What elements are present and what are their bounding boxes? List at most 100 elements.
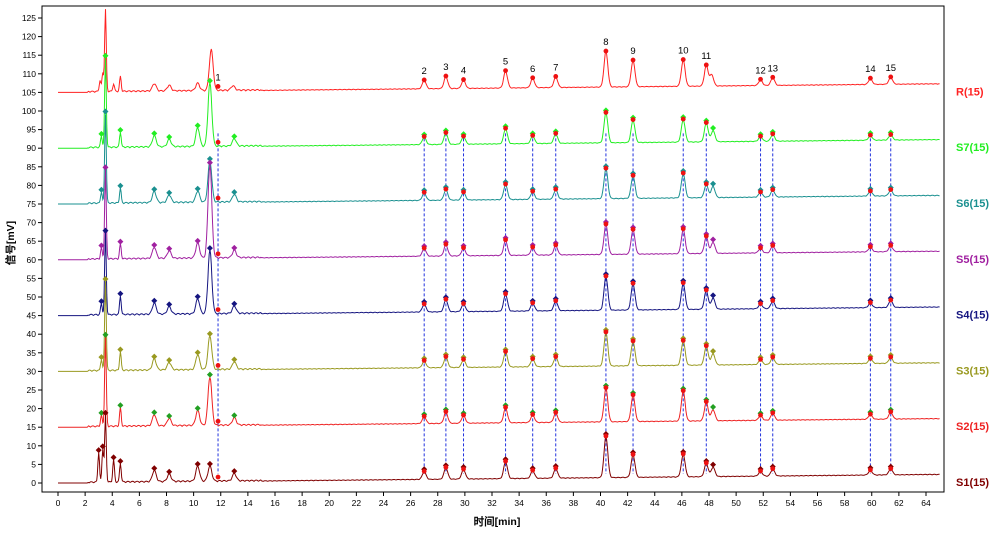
aligned-peak-dot (553, 298, 558, 303)
aligned-peak-dot (503, 68, 508, 73)
x-tick-label: 30 (460, 498, 470, 508)
aligned-peak-dot (758, 469, 763, 474)
aligned-peak-dot (461, 134, 466, 139)
x-tick-label: 14 (243, 498, 253, 508)
y-tick-label: 15 (27, 422, 37, 432)
axes: 0246810121416182022242628303234363840424… (22, 6, 944, 508)
peak-number-label: 2 (422, 66, 427, 77)
peak-marker (195, 349, 201, 355)
aligned-peak-dot (868, 412, 873, 417)
peak-marker (710, 181, 716, 187)
y-tick-label: 10 (27, 441, 37, 451)
peak-marker (111, 454, 117, 460)
aligned-peak-dot (681, 57, 686, 62)
aligned-peak-dot (704, 234, 709, 239)
aligned-peak-dot (503, 182, 508, 187)
trace-s315 (58, 282, 940, 372)
trace-s415 (58, 232, 940, 315)
aligned-peak-dot (553, 131, 558, 136)
peak-marker (710, 404, 716, 410)
peak-marker (151, 409, 157, 415)
peak-marker (207, 245, 213, 251)
peak-marker (166, 469, 172, 475)
aligned-peak-dot (443, 465, 448, 470)
x-tick-label: 62 (894, 498, 904, 508)
y-tick-label: 125 (22, 13, 36, 23)
trace-s615 (58, 115, 940, 205)
peak-number-label: 7 (553, 62, 558, 73)
y-tick-label: 35 (27, 348, 37, 358)
aligned-peak-dot (681, 171, 686, 176)
x-tick-label: 34 (514, 498, 524, 508)
aligned-peak-dot (216, 363, 221, 368)
aligned-peak-dot (461, 245, 466, 250)
aligned-peak-dot (888, 74, 893, 79)
peak-marker (166, 357, 172, 363)
peak-number-label: 3 (443, 62, 448, 73)
aligned-peak-dot (216, 84, 221, 89)
aligned-peak-dot (770, 75, 775, 80)
peak-marker (117, 291, 123, 297)
x-axis-label: 时间[min] (474, 515, 521, 528)
x-tick-label: 20 (325, 498, 335, 508)
aligned-peak-dot (704, 182, 709, 187)
y-tick-label: 55 (27, 273, 37, 283)
trace-s215 (58, 337, 940, 427)
aligned-peak-dot (553, 187, 558, 192)
aligned-peak-dot (758, 245, 763, 250)
aligned-peak-dot (422, 301, 427, 306)
peak-marker (102, 228, 108, 234)
peak-number-label: 14 (865, 64, 876, 75)
x-tick-label: 2 (83, 498, 88, 508)
y-axis-label: 信号[mV] (4, 221, 17, 265)
aligned-peak-dot (530, 189, 535, 194)
aligned-peak-dot (422, 134, 427, 139)
y-tick-label: 70 (27, 218, 37, 228)
peak-marker (117, 402, 123, 408)
aligned-peak-dot (443, 354, 448, 359)
aligned-peak-dot (604, 110, 609, 115)
aligned-peak-dot (530, 245, 535, 250)
aligned-peak-dot (770, 131, 775, 136)
aligned-peak-dot (443, 297, 448, 302)
x-tick-label: 32 (487, 498, 497, 508)
aligned-peak-dot (868, 244, 873, 249)
aligned-peak-dot (503, 405, 508, 410)
aligned-peak-dot (888, 132, 893, 137)
aligned-peak-dot (553, 74, 558, 79)
plot-frame (42, 6, 944, 492)
x-tick-label: 44 (650, 498, 660, 508)
x-tick-label: 12 (216, 498, 226, 508)
aligned-peak-dot (604, 166, 609, 171)
aligned-peak-dot (758, 77, 763, 82)
aligned-peak-dot (443, 130, 448, 135)
y-tick-label: 90 (27, 143, 37, 153)
series-label: S6(15) (956, 198, 989, 210)
x-tick-label: 36 (542, 498, 552, 508)
aligned-peak-dot (681, 117, 686, 122)
trace-r15 (58, 9, 940, 92)
series-label: S7(15) (956, 142, 989, 154)
x-tick-label: 48 (704, 498, 714, 508)
x-tick-label: 60 (867, 498, 877, 508)
x-tick-label: 18 (297, 498, 307, 508)
y-tick-label: 40 (27, 329, 37, 339)
peak-marker (151, 130, 157, 136)
aligned-peak-dot (461, 77, 466, 82)
x-tick-label: 52 (759, 498, 769, 508)
series-labels: R(15)S7(15)S6(15)S5(15)S4(15)S3(15)S2(15… (956, 86, 989, 489)
peak-marker (710, 292, 716, 298)
aligned-peak-dot (461, 413, 466, 418)
aligned-peak-dot (631, 281, 636, 286)
aligned-peak-dot (704, 63, 709, 68)
aligned-peak-dot (553, 410, 558, 415)
peak-marker (102, 164, 108, 170)
peak-marker (710, 237, 716, 243)
x-tick-label: 50 (731, 498, 741, 508)
aligned-peak-dot (770, 243, 775, 248)
aligned-peak-dot (681, 338, 686, 343)
peak-number-label: 8 (603, 37, 608, 48)
aligned-peak-dot (530, 468, 535, 473)
x-tick-label: 16 (270, 498, 280, 508)
series-label: S4(15) (956, 310, 989, 322)
